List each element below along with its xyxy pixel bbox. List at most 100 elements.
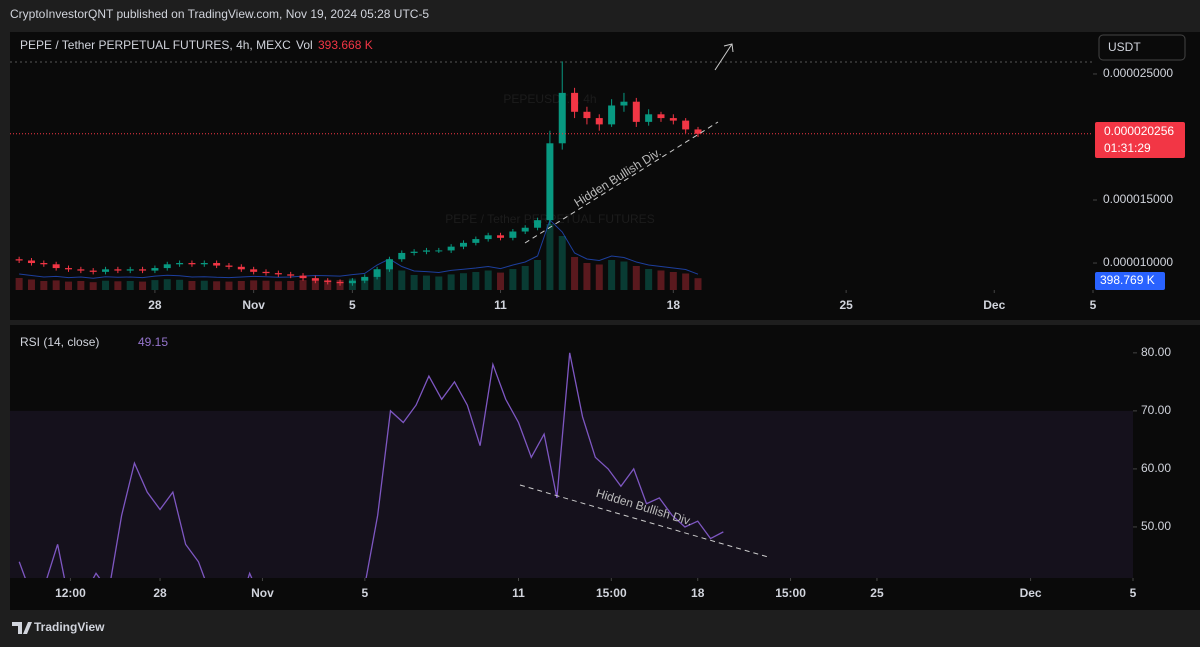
candle-body xyxy=(77,269,85,271)
volume-bar xyxy=(521,266,529,290)
price-tag xyxy=(1095,122,1185,158)
volume-bar xyxy=(324,279,332,290)
volume-bar xyxy=(176,279,184,290)
volume-bar xyxy=(114,281,122,290)
y-tick-label: 0.000015000 xyxy=(1103,192,1173,206)
volume-bar xyxy=(27,279,35,290)
x-tick-label: 5 xyxy=(1090,298,1097,312)
volume-bar xyxy=(682,273,690,290)
countdown: 01:31:29 xyxy=(1104,141,1151,155)
volume-bar xyxy=(102,280,110,290)
candle-body xyxy=(250,269,258,272)
x-tick-label: 5 xyxy=(1130,586,1137,600)
currency-button[interactable] xyxy=(1098,34,1186,61)
volume-bar xyxy=(287,281,295,290)
volume-bar xyxy=(497,272,505,290)
candle-body xyxy=(385,259,393,270)
volume-bar xyxy=(65,281,73,290)
volume-bar xyxy=(311,279,319,290)
watermark: PEPEUSDT.P, 4h xyxy=(503,92,596,106)
volume-bar xyxy=(571,257,579,290)
arrow xyxy=(714,43,733,71)
candle-body xyxy=(114,269,122,271)
price-plot xyxy=(15,61,702,290)
x-tick-label: 18 xyxy=(691,586,705,600)
x-tick-label: 11 xyxy=(512,586,525,600)
candle-body xyxy=(361,276,369,281)
candle-body xyxy=(200,263,208,265)
candle-body xyxy=(102,269,110,272)
candle-body xyxy=(52,264,60,269)
volume-bar xyxy=(558,236,566,290)
volume-bar xyxy=(262,280,270,290)
candle-body xyxy=(682,120,690,130)
volume-bar xyxy=(151,280,159,290)
volume-bar xyxy=(126,281,134,290)
candle-body xyxy=(225,265,233,267)
candle-body xyxy=(497,235,505,238)
candle-body xyxy=(472,239,480,243)
volume-bar xyxy=(694,278,702,290)
rsi-pane xyxy=(10,325,1133,578)
rsi-value: 49.15 xyxy=(138,335,168,349)
candle-body xyxy=(509,231,517,238)
candle-body xyxy=(188,263,196,265)
volume-bar xyxy=(447,274,455,290)
rsi-plot xyxy=(10,352,1133,578)
y-tick-label: 0.000025000 xyxy=(1103,66,1173,80)
candle-body xyxy=(657,114,665,119)
last-price: 0.000020256 xyxy=(1104,124,1174,138)
currency[interactable]: USDT xyxy=(1108,40,1141,54)
rsi-line xyxy=(18,352,724,578)
volume-bar xyxy=(15,278,23,290)
x-tick-label: Nov xyxy=(242,298,265,312)
candle-body xyxy=(299,275,307,279)
volume-bar xyxy=(509,269,517,290)
volume-bar xyxy=(583,263,591,290)
volume-bar xyxy=(213,281,221,290)
rsi-title: RSI (14, close) xyxy=(20,335,99,349)
volume-bar xyxy=(422,275,430,290)
candle-body xyxy=(435,250,443,252)
volume-bar xyxy=(361,277,369,290)
volume-bar xyxy=(77,281,85,290)
volume-ma xyxy=(19,219,699,279)
volume-bar xyxy=(299,280,307,290)
volume-bar xyxy=(139,281,147,290)
volume-bar xyxy=(620,261,628,290)
candle-body xyxy=(348,280,356,284)
trendline xyxy=(519,484,769,558)
volume-tag xyxy=(1095,272,1165,290)
candle-body xyxy=(459,242,467,247)
candle-body xyxy=(669,118,677,121)
time-axis xyxy=(10,290,1200,320)
candle-body xyxy=(571,92,579,112)
volume-bar xyxy=(645,269,653,290)
brand: TradingView xyxy=(34,620,105,634)
candle-body xyxy=(447,246,455,251)
candle-body xyxy=(373,269,381,277)
volume-bar xyxy=(435,276,443,290)
candle-body xyxy=(632,101,640,122)
candle-body xyxy=(27,260,35,264)
candle-body xyxy=(583,111,591,119)
x-tick-label: 15:00 xyxy=(596,586,627,600)
volume-bar xyxy=(237,281,245,290)
y-tick-label: 0.000010000 xyxy=(1103,255,1173,269)
x-tick-label: 12:00 xyxy=(55,586,86,600)
volume-bar xyxy=(472,272,480,290)
candle-body xyxy=(422,250,430,252)
volume-bar xyxy=(398,270,406,290)
candle-body xyxy=(274,273,282,275)
x-tick-label: 5 xyxy=(362,586,369,600)
volume-bar xyxy=(632,266,640,290)
price-axis xyxy=(1093,32,1200,290)
volume-bar xyxy=(669,272,677,290)
x-tick-label: 25 xyxy=(870,586,884,600)
candle-body xyxy=(139,269,147,271)
volume-bar xyxy=(459,273,467,290)
volume-bar xyxy=(200,280,208,290)
x-tick-label: Nov xyxy=(251,586,274,600)
